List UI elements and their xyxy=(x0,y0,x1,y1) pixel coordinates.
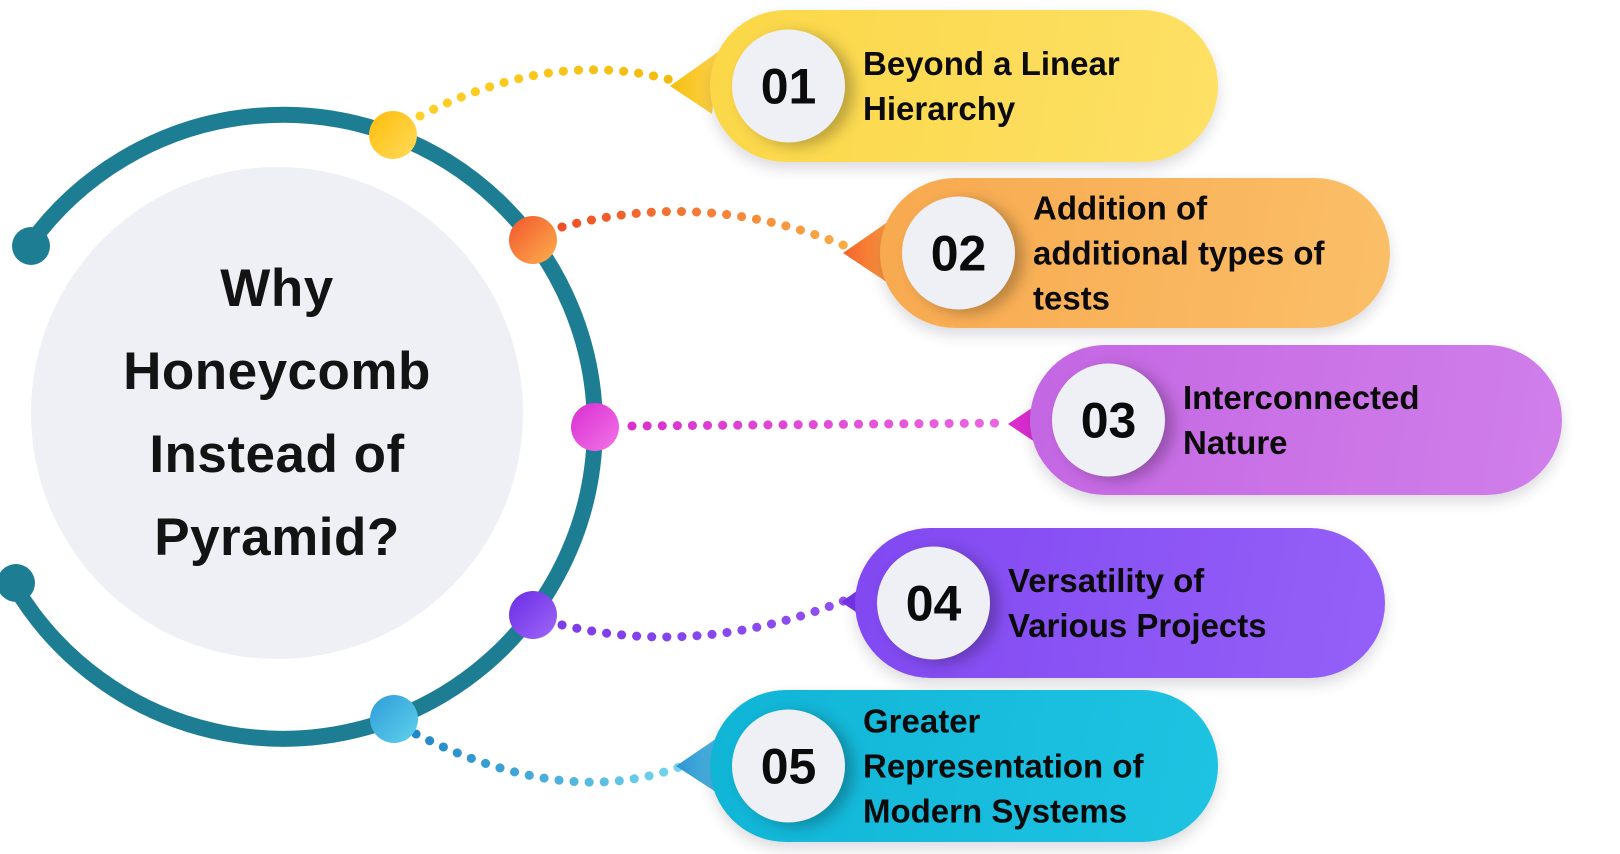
ring-node-dot-4 xyxy=(509,591,557,639)
item-number-badge: 03 xyxy=(1052,363,1165,477)
item-pill-4: 04 Versatility of Various Projects xyxy=(855,528,1385,678)
item-number: 02 xyxy=(930,225,987,281)
ring-end-dot-top xyxy=(12,227,50,265)
center-circle: Why Honeycomb Instead of Pyramid? xyxy=(31,167,523,659)
item-number-badge: 05 xyxy=(732,709,845,823)
ring-node-dot-3 xyxy=(571,403,619,451)
ring-node-dot-1 xyxy=(369,111,417,159)
ring-arc xyxy=(6,106,603,747)
item-label: Greater Representation of Modern Systems xyxy=(863,702,1144,830)
item-label: Versatility of Various Projects xyxy=(1008,562,1267,644)
item-pill-1: 01 Beyond a Linear Hierarchy xyxy=(710,10,1218,162)
connector-dotted-line-2 xyxy=(557,206,853,252)
item-number: 01 xyxy=(760,58,817,114)
ring-node-dot-5 xyxy=(370,695,418,743)
item-label: Beyond a Linear Hierarchy xyxy=(863,45,1120,127)
connector-dotted-line-4 xyxy=(557,595,851,642)
item-number-badge: 01 xyxy=(732,29,845,143)
page-title: Why Honeycomb Instead of Pyramid? xyxy=(123,259,431,567)
arrowhead-icon-1 xyxy=(670,52,718,114)
item-number: 03 xyxy=(1080,392,1137,448)
item-number-badge: 02 xyxy=(902,196,1015,310)
ring-end-dot-bottom xyxy=(0,564,35,602)
connector-dotted-line-3 xyxy=(627,418,1009,431)
item-number: 05 xyxy=(760,738,817,794)
item-pill-5: 05 Greater Representation of Modern Syst… xyxy=(710,690,1218,842)
connector-dotted-line-1 xyxy=(415,65,683,121)
connector-dotted-line-5 xyxy=(411,729,687,787)
item-label: Interconnected Nature xyxy=(1183,379,1420,461)
item-label: Addition of additional types of tests xyxy=(1033,189,1325,317)
item-number-badge: 04 xyxy=(877,546,990,660)
item-pill-3: 03 Interconnected Nature xyxy=(1030,345,1562,495)
item-number: 04 xyxy=(905,575,962,631)
arrowhead-icon-2 xyxy=(843,219,892,283)
ring-node-dot-2 xyxy=(509,216,557,264)
item-pill-2: 02 Addition of additional types of tests xyxy=(880,178,1390,328)
